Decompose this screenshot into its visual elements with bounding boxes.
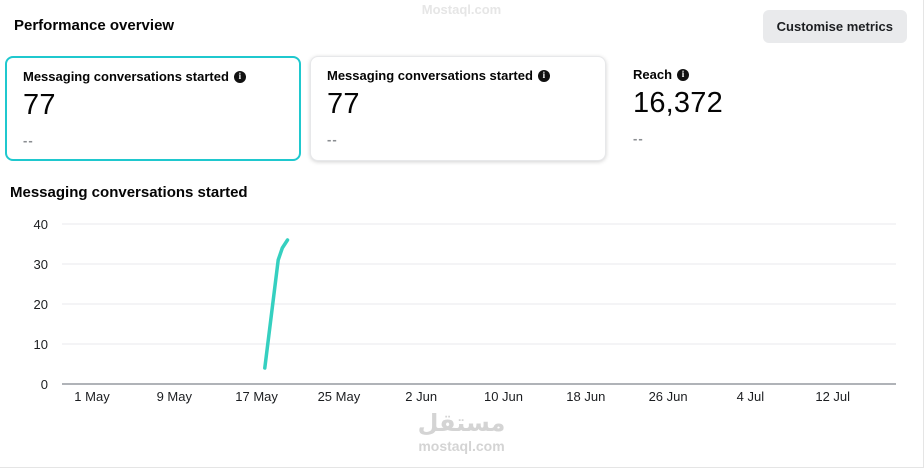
page-title: Performance overview (14, 17, 175, 34)
x-tick-label-9: 4 Jul (737, 389, 765, 404)
metric-card-delta: -- (633, 131, 644, 146)
info-icon[interactable]: i (537, 69, 550, 82)
x-tick-label-7: 18 Jun (566, 389, 605, 404)
metric-cards-row: Messaging conversations started i 77 -- Mess… (5, 56, 907, 161)
watermark-url: mostaql.com (418, 437, 505, 454)
x-tick-label-10: 12 Jul (815, 389, 850, 404)
metric-card-label: Messaging conversations started i (327, 68, 589, 83)
x-tick-label-5: 2 Jun (405, 389, 437, 404)
y-tick-label-40: 40 (34, 217, 48, 232)
metric-card-1[interactable]: Messaging conversations started i 77 -- (5, 56, 301, 161)
metric-card-delta: -- (327, 132, 338, 147)
metric-card-2[interactable]: Messaging conversations started i 77 -- (310, 56, 606, 161)
x-tick-label-1: 1 May (74, 389, 110, 404)
chart-title: Messaging conversations started (10, 184, 248, 201)
metric-card-label: Messaging conversations started i (23, 69, 283, 84)
metric-card-label-text: Messaging conversations started (23, 69, 229, 84)
y-tick-label-30: 30 (34, 257, 48, 272)
metric-card-label: Reach i (633, 67, 859, 82)
x-tick-label-6: 10 Jun (484, 389, 523, 404)
metric-card-value: 77 (23, 89, 56, 121)
x-tick-label-2: 9 May (157, 389, 193, 404)
metric-card-label-text: Reach (633, 67, 673, 82)
x-tick-label-3: 17 May (235, 389, 278, 404)
y-tick-label-10: 10 (34, 337, 48, 352)
x-tick-label-4: 25 May (318, 389, 361, 404)
metric-card-value: 16,372 (633, 87, 723, 119)
info-icon[interactable]: i (677, 68, 690, 81)
x-tick-label-8: 26 Jun (649, 389, 688, 404)
info-icon[interactable]: i (233, 70, 246, 83)
line-chart: 0 10 20 30 40 1 May 9 May 17 May 25 May 2 Jun 10 J… (34, 217, 896, 404)
metric-card-3[interactable]: Reach i 16,372 -- (615, 56, 875, 161)
chart-area: 0 10 20 30 40 1 May 9 May 17 May 25 May 2 Jun 10 J… (0, 204, 923, 421)
metric-card-delta: -- (23, 133, 34, 148)
metric-card-label-text: Messaging conversations started (327, 68, 533, 83)
header: Performance overview Customise metrics (0, 0, 923, 43)
chart-data-line (263, 238, 290, 370)
y-tick-label-20: 20 (34, 297, 48, 312)
metric-card-value: 77 (327, 88, 360, 120)
y-tick-label-0: 0 (41, 377, 48, 392)
customise-metrics-button[interactable]: Customise metrics (762, 10, 907, 43)
